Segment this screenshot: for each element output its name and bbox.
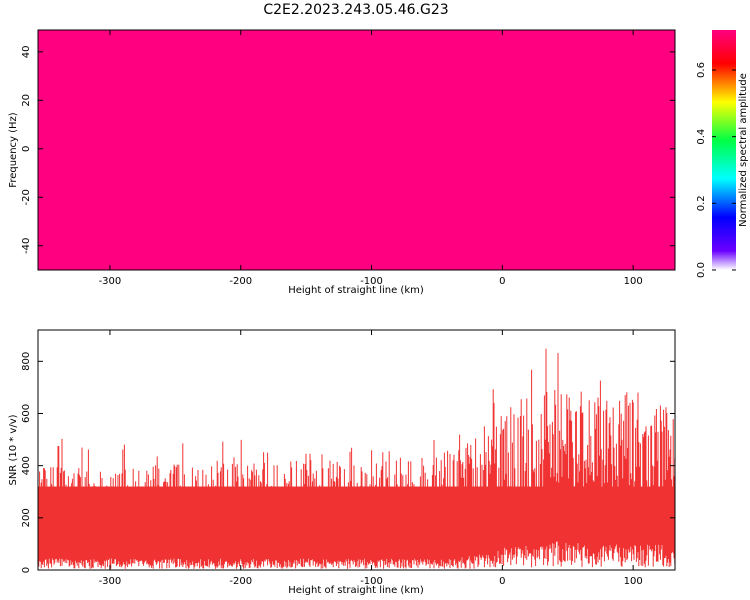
spectrogram-x-tick-label: -300 xyxy=(99,276,122,287)
spectrogram-x-tick-label: -100 xyxy=(360,276,383,287)
colorbar-tick-label: 0.6 xyxy=(696,62,707,78)
colorbar: 0.0 0.2 0.4 0.6 Normalized spectral amplitu… xyxy=(696,30,749,278)
snr-series xyxy=(37,348,676,569)
spectrogram-y-tick-label: 40 xyxy=(21,45,32,58)
figure-title: C2E2.2023.243.05.46.G23 xyxy=(263,2,448,18)
snr-y-tick-label: 600 xyxy=(21,404,32,423)
snr-x-tick-label: -300 xyxy=(99,576,122,587)
snr-x-ticks: -300 -200 -100 0 100 xyxy=(99,330,643,587)
colorbar-tick-label: 0.2 xyxy=(696,195,707,211)
colorbar-label: Normalized spectral amplitude xyxy=(738,73,749,227)
snr-x-tick-label: 100 xyxy=(624,576,643,587)
spectrogram-x-tick-label: -200 xyxy=(229,276,252,287)
spectrogram-x-tick-label: 0 xyxy=(499,276,505,287)
spectrogram-image xyxy=(38,30,675,270)
spectrogram-x-label: Height of straight line (km) xyxy=(288,285,424,296)
spectrogram-y-label: Frequency (Hz) xyxy=(8,112,19,188)
spectrogram-frame xyxy=(37,29,676,271)
colorbar-gradient xyxy=(712,30,736,270)
spectrogram-y-tick-label: -40 xyxy=(21,238,32,254)
spectrogram-y-tick-label: 0 xyxy=(21,146,32,152)
snr-trace xyxy=(37,348,676,569)
snr-y-tick-label: 0 xyxy=(21,567,32,573)
snr-x-tick-label: 0 xyxy=(499,576,505,587)
snr-y-tick-label: 200 xyxy=(21,508,32,527)
spectrogram-y-tick-label: 20 xyxy=(21,94,32,107)
snr-y-label: SNR (10 * v/v) xyxy=(8,414,19,485)
spectrogram-y-ticks: -40 -20 0 20 40 xyxy=(21,45,675,254)
snr-x-label: Height of straight line (km) xyxy=(288,585,424,596)
snr-y-tick-label: 800 xyxy=(21,352,32,371)
snr-panel: -300 -200 -100 0 100 0 200 400 600 800 Height of… xyxy=(8,329,676,596)
colorbar-tick-label: 0.0 xyxy=(696,262,707,278)
snr-frame xyxy=(37,329,676,571)
spectrogram-y-tick-label: -20 xyxy=(21,189,32,205)
colorbar-tick-label: 0.4 xyxy=(696,129,707,145)
spectrogram-x-tick-label: 100 xyxy=(624,276,643,287)
snr-x-tick-label: -200 xyxy=(229,576,252,587)
snr-y-ticks: 0 200 400 600 800 xyxy=(21,352,675,573)
snr-x-tick-label: -100 xyxy=(360,576,383,587)
snr-y-tick-label: 400 xyxy=(21,456,32,475)
colorbar-ticks: 0.0 0.2 0.4 0.6 xyxy=(696,62,736,278)
spectrogram-x-ticks: -300 -200 -100 0 100 xyxy=(99,30,643,287)
